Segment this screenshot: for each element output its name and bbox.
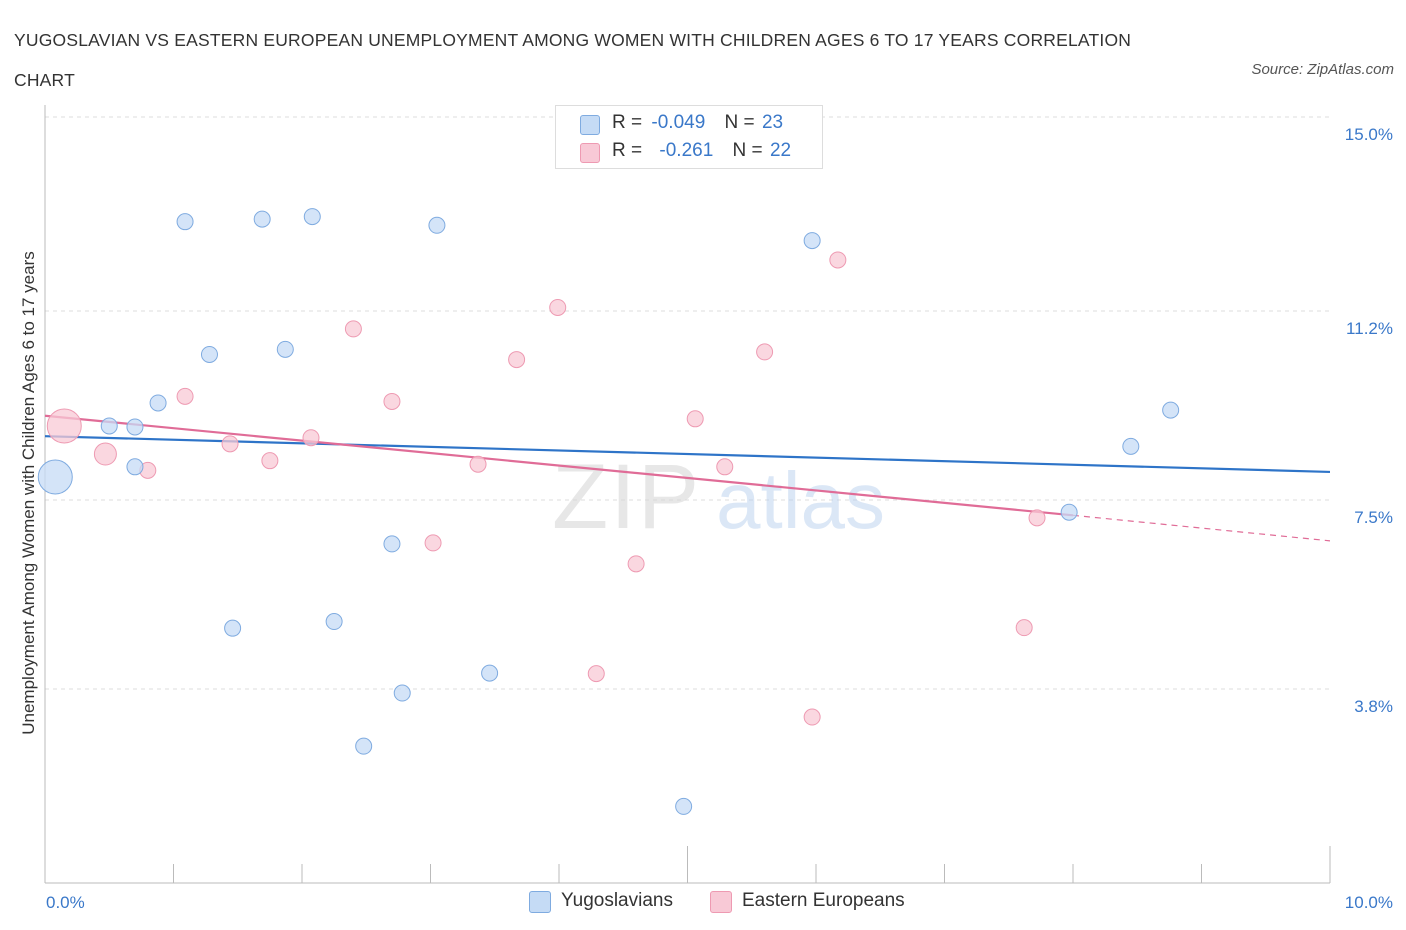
x-tick-label: 10.0% [1345,893,1393,912]
point-eastern-europeans [1015,619,1033,637]
point-eastern-europeans [549,298,567,316]
r-label: R = [612,140,643,161]
r-label: R = [612,112,643,133]
trend-line-eastern-europeans-extension [1072,514,1331,542]
point-eastern-europeans [508,351,526,369]
point-eastern-europeans [383,392,401,410]
point-eastern-europeans [46,408,82,444]
source-credit: Source: ZipAtlas.com [1251,61,1394,78]
point-yugoslavians [126,418,144,436]
point-eastern-europeans [803,708,821,726]
point-eastern-europeans [176,387,194,405]
point-yugoslavians [383,535,401,553]
n-label: N = [732,140,763,161]
point-yugoslavians [325,613,343,631]
trend-lines [44,414,1331,542]
point-eastern-europeans [756,343,774,361]
point-yugoslavians [276,340,294,358]
point-yugoslavians [100,417,118,435]
point-eastern-europeans [716,458,734,476]
y-tick-label: 11.2% [1346,319,1393,338]
point-yugoslavians [253,210,271,228]
point-eastern-europeans [424,534,442,552]
point-eastern-europeans [469,455,487,473]
gridlines [45,116,1330,690]
y-tick-label: 15.0% [1345,125,1393,144]
stats-legend: R = -0.049 N = 23 R = -0.261 N = 22 [555,105,823,169]
point-eastern-europeans [221,435,239,453]
point-yugoslavians [149,394,167,412]
x-tick-label: 0.0% [46,893,85,912]
point-yugoslavians [200,345,218,363]
y-axis-label: Unemployment Among Women with Children A… [19,251,38,735]
point-yugoslavians [303,208,321,226]
data-points [37,208,1180,815]
point-yugoslavians [393,684,411,702]
n-value: 23 [761,112,784,133]
point-eastern-europeans [344,320,362,338]
y-tick-label: 7.5% [1354,508,1393,527]
eastern-europeans-legend-swatch [710,891,732,913]
chart-title: YUGOSLAVIAN VS EASTERN EUROPEAN UNEMPLOY… [14,30,1132,90]
tick-labels: 3.8% 7.5% 11.2% 15.0% 0.0% 10.0% [46,125,1393,912]
trend-line-eastern-europeans [44,414,1074,517]
r-value: -0.261 [659,140,714,161]
y-tick-label: 3.8% [1354,697,1393,716]
trend-line-yugoslavians [44,435,1331,474]
point-yugoslavians [675,797,693,815]
yugoslavians-swatch [580,115,600,135]
point-eastern-europeans [261,452,279,470]
legend-label: Yugoslavians [561,890,673,911]
point-eastern-europeans [93,442,117,466]
point-yugoslavians [1162,401,1180,419]
eastern-europeans-swatch [580,143,600,163]
point-yugoslavians [803,232,821,250]
point-eastern-europeans [587,665,605,683]
n-value: 22 [769,140,792,161]
point-yugoslavians [126,458,144,476]
point-yugoslavians [224,619,242,637]
watermark-zip: ZIP [552,446,701,548]
point-eastern-europeans [1028,509,1046,527]
point-eastern-europeans [302,429,320,447]
point-eastern-europeans [627,555,645,573]
point-eastern-europeans [686,410,704,428]
watermark-atlas: atlas [716,456,885,545]
n-label: N = [724,112,755,133]
point-yugoslavians [481,664,499,682]
point-yugoslavians [428,216,446,234]
point-eastern-europeans [829,251,847,269]
point-yugoslavians [176,213,194,231]
axes [44,105,1331,884]
point-yugoslavians [1122,437,1140,455]
point-yugoslavians [355,737,373,755]
legend-label: Eastern Europeans [742,890,905,911]
point-yugoslavians [1060,503,1078,521]
yugoslavians-legend-swatch [529,891,551,913]
point-yugoslavians [37,459,73,495]
r-value: -0.049 [651,112,706,133]
